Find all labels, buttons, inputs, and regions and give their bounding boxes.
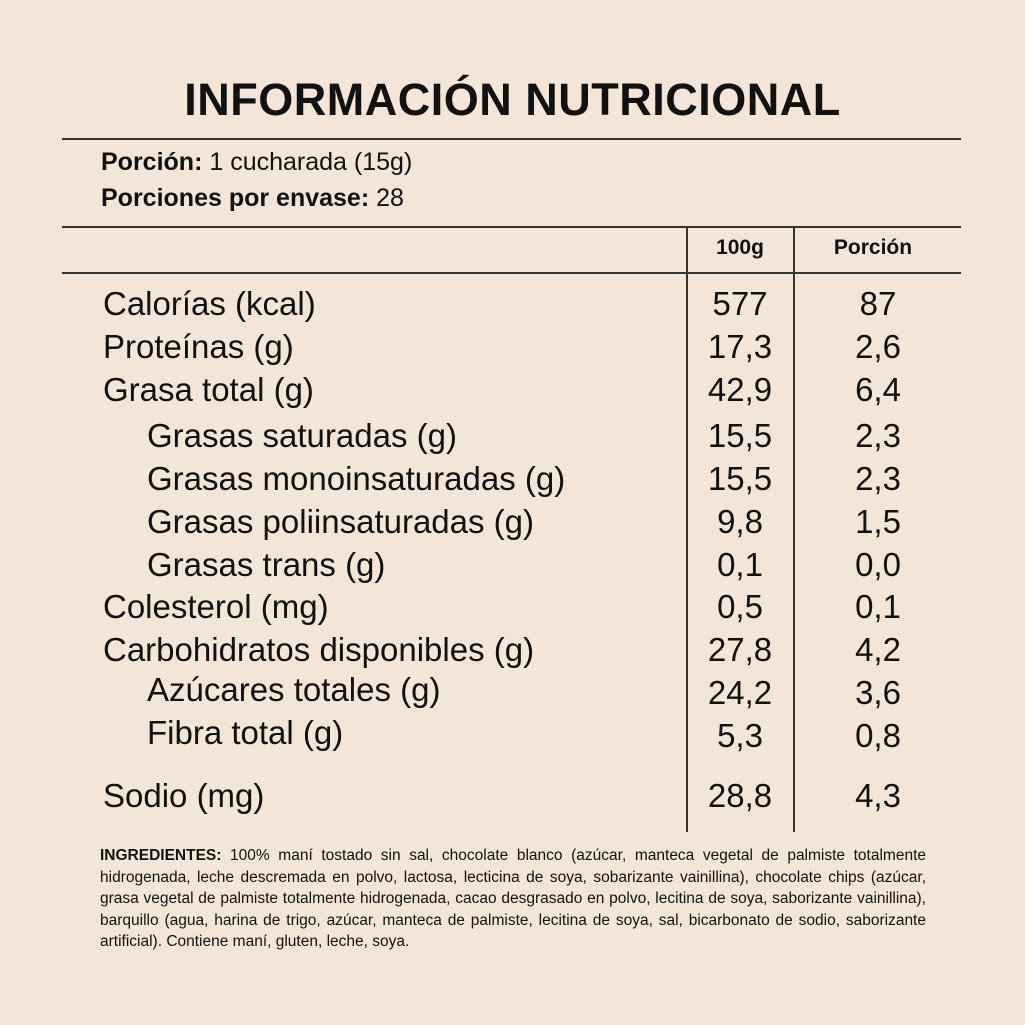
nutrient-label: Colesterol (mg) [103, 588, 329, 625]
nutrient-row: Grasa total (g) 42,9 6,4 [0, 370, 1025, 410]
ingredients-label: INGREDIENTES: [100, 847, 222, 864]
serving-size: Porción: 1 cucharada (15g) [101, 148, 412, 177]
value-100g: 0,5 [717, 588, 763, 625]
servings-per-container: Porciones por envase: 28 [101, 184, 404, 213]
value-portion: 3,6 [855, 674, 901, 711]
nutrient-row: Carbohidratos disponibles (g) 27,8 4,2 [0, 630, 1025, 670]
value-100g: 5,3 [717, 717, 763, 754]
nutrient-label: Sodio (mg) [103, 777, 265, 814]
value-100g: 9,8 [717, 503, 763, 540]
value-100g: 17,3 [707, 328, 773, 365]
nutrient-label: Grasas saturadas (g) [147, 417, 457, 454]
nutrient-row: Sodio (mg) 28,8 4,3 [0, 776, 1025, 816]
nutrient-row: Proteínas (g) 17,3 2,6 [0, 327, 1025, 367]
value-100g: 27,8 [707, 631, 773, 668]
nutrient-row: Fibra total (g) 5,3 0,8 [0, 713, 1025, 754]
ingredients-text: 100% maní tostado sin sal, chocolate bla… [100, 847, 927, 950]
column-header-portion: Porción [833, 236, 913, 259]
nutrient-label: Grasas trans (g) [147, 546, 386, 583]
nutrient-row: Grasas monoinsaturadas (g) 15,5 2,3 [0, 459, 1025, 499]
value-100g: 24,2 [707, 674, 773, 711]
serving-size-value: 1 cucharada (15g) [209, 148, 413, 176]
nutrient-row: Grasas poliinsaturadas (g) 9,8 1,5 [0, 502, 1025, 542]
value-100g: 28,8 [707, 777, 773, 814]
nutrient-row: Colesterol (mg) 0,5 0,1 [0, 587, 1025, 627]
value-portion: 1,5 [855, 503, 901, 540]
servings-per-container-value: 28 [376, 184, 404, 212]
nutrient-label: Calorías (kcal) [103, 285, 316, 322]
value-portion: 4,3 [855, 777, 901, 814]
nutrient-row: Azúcares totales (g) 24,2 3,6 [0, 670, 1025, 711]
value-100g: 15,5 [707, 460, 773, 497]
divider-table-top [62, 226, 961, 228]
column-divider-right [793, 226, 795, 832]
value-portion: 2,3 [855, 460, 901, 497]
nutrient-label: Grasas monoinsaturadas (g) [147, 460, 566, 497]
column-header-100g: 100g [716, 236, 764, 259]
nutrient-label: Proteínas (g) [103, 328, 294, 365]
value-portion: 4,2 [855, 631, 901, 668]
nutrient-label: Fibra total (g) [147, 714, 344, 751]
divider-top [62, 138, 961, 140]
value-portion: 2,3 [855, 417, 901, 454]
value-portion: 2,6 [855, 328, 901, 365]
value-portion: 0,1 [855, 588, 901, 625]
ingredients-list: INGREDIENTES: 100% maní tostado sin sal,… [100, 845, 926, 953]
nutrient-row: Grasas saturadas (g) 15,5 2,3 [0, 416, 1025, 456]
value-100g: 0,1 [717, 546, 763, 583]
value-portion: 0,0 [855, 546, 901, 583]
value-100g: 42,9 [707, 371, 773, 408]
divider-header [62, 272, 961, 274]
value-100g: 15,5 [707, 417, 773, 454]
nutrient-label: Azúcares totales (g) [147, 671, 441, 708]
value-portion: 87 [859, 285, 897, 322]
serving-size-label: Porción: [101, 148, 203, 176]
column-divider-left [686, 226, 688, 832]
servings-per-container-label: Porciones por envase: [101, 184, 370, 212]
value-portion: 0,8 [855, 717, 901, 754]
value-100g: 577 [712, 285, 768, 322]
nutrient-label: Carbohidratos disponibles (g) [103, 631, 535, 668]
value-portion: 6,4 [855, 371, 901, 408]
page-title: INFORMACIÓN NUTRICIONAL [184, 74, 841, 125]
nutrient-label: Grasas poliinsaturadas (g) [147, 503, 535, 540]
nutrient-row: Grasas trans (g) 0,1 0,0 [0, 545, 1025, 585]
nutrient-row: Calorías (kcal) 577 87 [0, 284, 1025, 324]
nutrient-label: Grasa total (g) [103, 371, 314, 408]
